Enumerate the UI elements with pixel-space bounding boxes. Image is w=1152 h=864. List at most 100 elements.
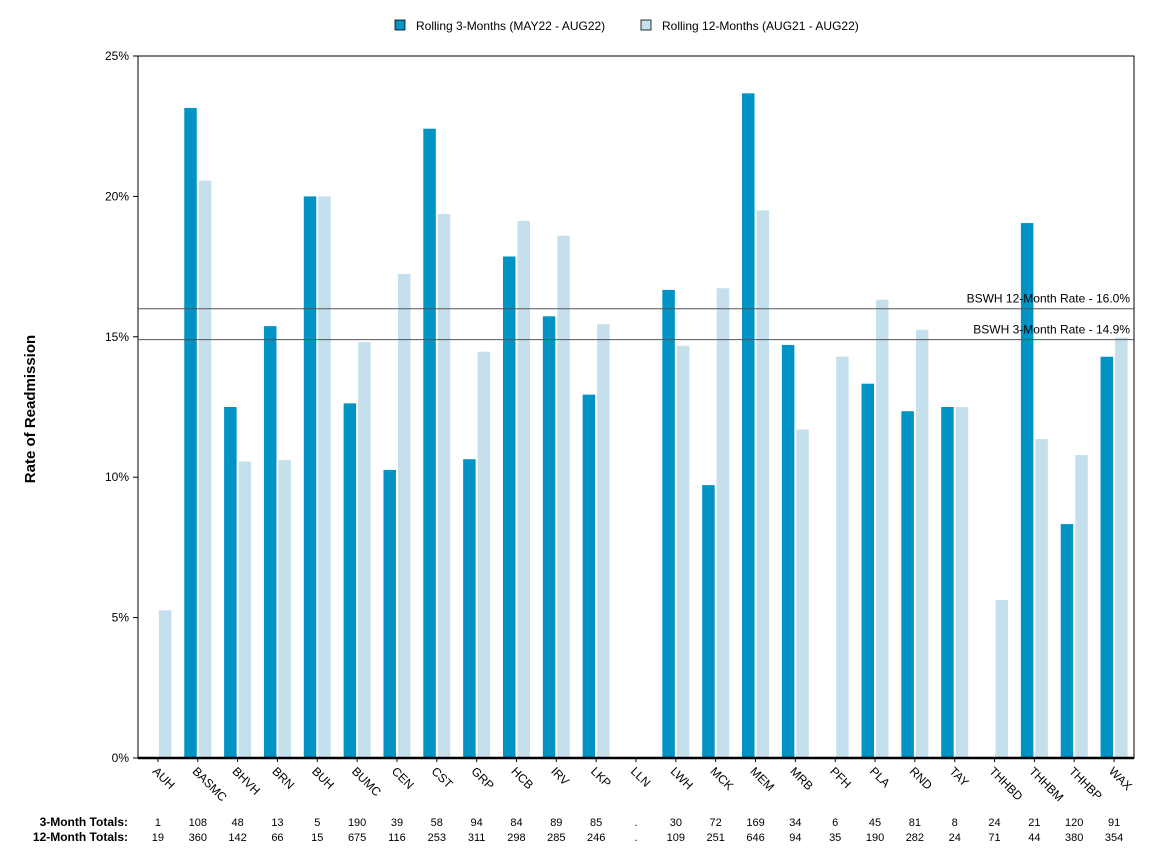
x-tick-label: THHBM	[1026, 764, 1066, 804]
x-tick-label: MRB	[787, 764, 816, 793]
y-axis-label: Rate of Readmission	[22, 335, 39, 483]
x-tick-label: HCB	[508, 764, 536, 792]
x-tick-label: BHVH	[229, 764, 262, 797]
totals-cell: 48	[231, 817, 243, 829]
bar-12-month	[676, 345, 690, 758]
totals-cell: 21	[1028, 817, 1040, 829]
totals-cell: 91	[1108, 817, 1120, 829]
bar-12-month	[955, 407, 969, 758]
totals-cell: 169	[746, 817, 764, 829]
bar-12-month	[995, 599, 1009, 758]
bar-3-month	[901, 411, 914, 758]
totals-cell: 45	[869, 817, 881, 829]
bar-3-month	[383, 469, 396, 758]
totals-row-label: 3-Month Totals:	[40, 815, 128, 829]
totals-cell: 89	[550, 817, 562, 829]
x-tick-label: LKP	[588, 764, 614, 790]
totals-cell: 109	[667, 832, 685, 844]
totals-cell: 44	[1028, 832, 1040, 844]
totals-cell: 15	[311, 832, 323, 844]
legend-label: Rolling 3-Months (MAY22 - AUG22)	[416, 19, 605, 33]
totals-cell: 282	[906, 832, 924, 844]
bar-3-month	[781, 344, 795, 758]
totals-cell: 116	[388, 832, 406, 844]
totals-cell: 360	[189, 832, 207, 844]
totals-cell: 24	[988, 817, 1000, 829]
totals-cell: .	[634, 817, 637, 829]
y-tick-label: 5%	[112, 611, 130, 625]
bar-12-month	[198, 180, 212, 759]
x-tick-label: MCK	[708, 764, 737, 793]
legend-swatch	[394, 19, 406, 31]
totals-cell: 71	[988, 832, 1000, 844]
totals-cell: 120	[1065, 817, 1083, 829]
totals-cell: 72	[710, 817, 722, 829]
x-tick-label: CEN	[389, 764, 417, 792]
totals-cell: 246	[587, 832, 605, 844]
bar-3-month	[343, 403, 357, 758]
bar-12-month	[318, 196, 331, 758]
totals-row-label: 12-Month Totals:	[33, 830, 128, 844]
bar-3-month	[184, 107, 197, 758]
totals-cell: 5	[314, 817, 320, 829]
x-tick-label: THHBD	[986, 764, 1025, 803]
totals-cell: 85	[590, 817, 602, 829]
bar-12-month	[397, 273, 411, 758]
totals-cell: 253	[428, 832, 446, 844]
bar-3-month	[742, 93, 755, 759]
x-tick-label: WAX	[1106, 764, 1135, 793]
bar-12-month	[437, 214, 451, 758]
totals-cell: 30	[670, 817, 682, 829]
bar-12-month	[597, 324, 610, 758]
totals-cell: 298	[507, 832, 525, 844]
totals-cell: 66	[271, 832, 283, 844]
bar-3-month	[263, 326, 277, 758]
totals-cell: 251	[707, 832, 725, 844]
totals-cell: 24	[949, 832, 961, 844]
bar-3-month	[303, 196, 317, 758]
bar-3-month	[1100, 356, 1114, 758]
x-tick-label: GRP	[469, 764, 497, 792]
totals-cell: 13	[271, 817, 283, 829]
x-tick-label: IRV	[548, 764, 572, 788]
x-tick-label: PLA	[867, 764, 893, 790]
totals-cell: 8	[952, 817, 958, 829]
x-tick-label: CST	[429, 764, 456, 791]
x-tick-label: BRN	[269, 764, 297, 792]
bar-12-month	[796, 429, 809, 758]
totals-cell: 94	[471, 817, 483, 829]
totals-cell: 380	[1065, 832, 1083, 844]
y-tick-label: 15%	[105, 330, 129, 344]
bar-3-month	[502, 256, 516, 758]
totals-cell: 58	[431, 817, 443, 829]
y-tick-label: 0%	[112, 751, 130, 765]
y-tick-label: 20%	[105, 189, 129, 203]
totals-cell: 84	[510, 817, 522, 829]
bar-3-month	[423, 128, 436, 759]
totals-cell: 354	[1105, 832, 1123, 844]
bar-12-month	[358, 342, 371, 758]
legend-swatch	[640, 19, 652, 31]
y-tick-label: 25%	[105, 49, 129, 63]
x-tick-label: PFH	[827, 764, 854, 791]
x-tick-label: BUH	[309, 764, 337, 792]
reference-line-label: BSWH 3-Month Rate - 14.9%	[973, 323, 1130, 337]
totals-cell: 646	[746, 832, 764, 844]
totals-cell: 1	[155, 817, 161, 829]
bar-3-month	[861, 383, 875, 758]
bar-12-month	[915, 329, 929, 758]
totals-cell: 34	[789, 817, 801, 829]
x-tick-label: AUH	[150, 764, 178, 792]
x-tick-label: LLN	[628, 764, 653, 789]
bar-12-month	[517, 220, 530, 759]
plot-area: 0% 5% 10% 15% 20% 25% AUH BASMC BHVH BRN BUH BUMC CE…	[105, 49, 1135, 805]
bar-3-month	[1020, 223, 1034, 759]
y-tick-label: 10%	[105, 470, 129, 484]
totals-cell: 6	[832, 817, 838, 829]
bar-3-month	[542, 316, 556, 758]
bar-12-month	[557, 235, 570, 758]
bar-3-month	[1060, 524, 1074, 758]
bar-3-month	[702, 485, 715, 758]
legend: Rolling 3-Months (MAY22 - AUG22) Rolling …	[394, 19, 859, 33]
